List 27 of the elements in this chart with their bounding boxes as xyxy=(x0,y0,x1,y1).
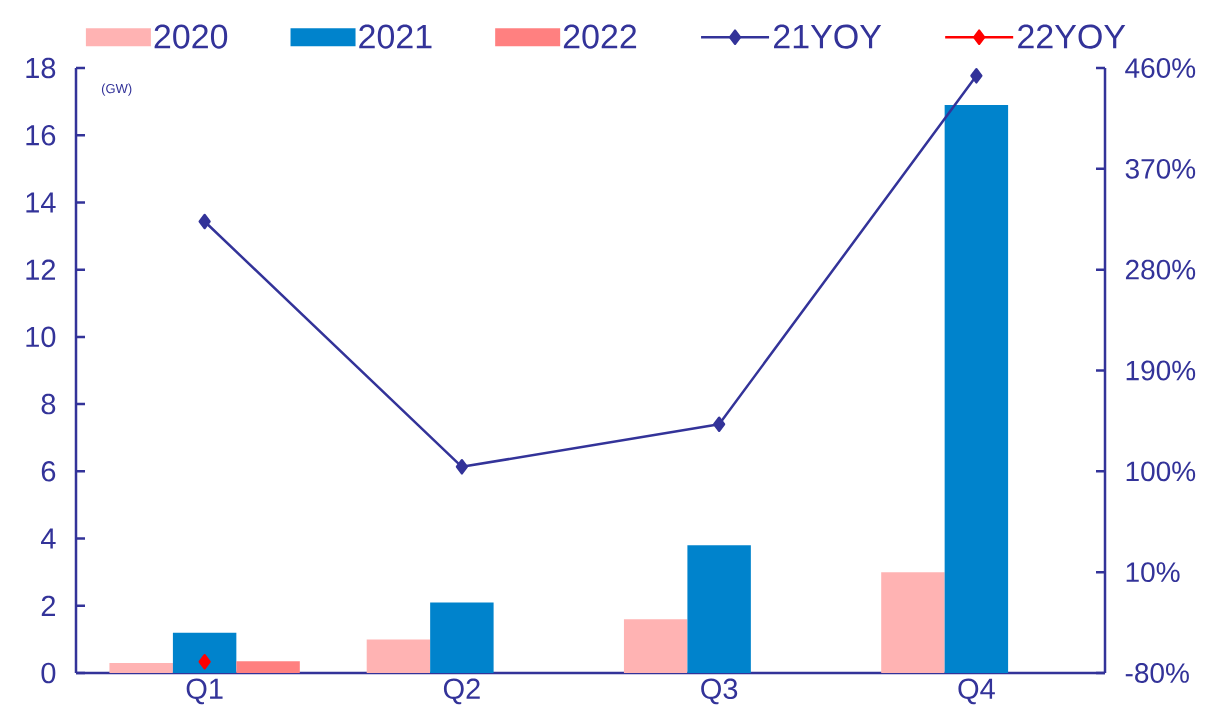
y-tick-label: 6 xyxy=(41,461,56,482)
y-tick-label: 8 xyxy=(41,393,56,415)
legend-label: 22YOY xyxy=(1018,24,1126,49)
y-tick-label: 10 xyxy=(26,326,56,348)
y-tick-label: 4 xyxy=(41,528,56,549)
y2-tick-label: 460% xyxy=(1125,58,1196,78)
y2-tick-label: 190% xyxy=(1126,360,1196,381)
y2-tick-label: -80% xyxy=(1125,663,1189,683)
y-tick-label: 2 xyxy=(41,595,56,616)
legend-label: 2022 xyxy=(563,24,637,49)
legend-label: 2021 xyxy=(359,24,432,49)
x-tick-label: Q3 xyxy=(701,678,738,705)
x-tick-label: Q1 xyxy=(186,678,223,705)
y-tick-label: 0 xyxy=(41,662,56,684)
legend-label: 2020 xyxy=(154,24,228,49)
y-tick-label: 18 xyxy=(26,57,56,79)
x-tick-label: Q2 xyxy=(443,678,480,705)
legend-label: 21YOY xyxy=(774,24,882,49)
y2-tick-label: 100% xyxy=(1126,461,1196,482)
y-axis-title: (GW) xyxy=(101,83,132,96)
x-tick-label: Q4 xyxy=(958,678,995,705)
y-tick-label: 16 xyxy=(26,124,56,146)
y-tick-label: 14 xyxy=(26,192,56,213)
y2-tick-label: 370% xyxy=(1125,158,1196,179)
y2-tick-label: 10% xyxy=(1126,562,1180,583)
y-tick-label: 12 xyxy=(26,259,55,280)
y2-tick-label: 280% xyxy=(1125,259,1196,280)
